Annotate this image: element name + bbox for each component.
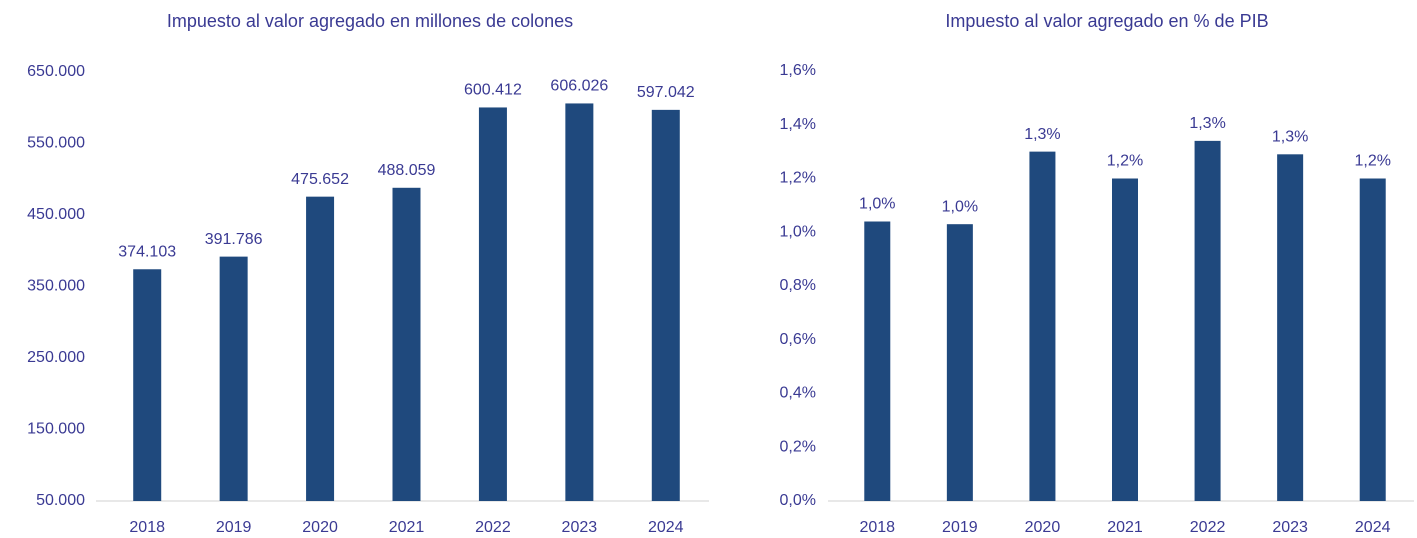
x-tick-label: 2020 <box>1025 519 1061 536</box>
y-tick-label: 1,0% <box>780 223 816 240</box>
value-label: 1,0% <box>859 196 895 213</box>
value-label: 1,2% <box>1354 153 1390 170</box>
x-tick-label: 2022 <box>475 519 511 536</box>
bar <box>565 103 594 501</box>
y-tick-label: 1,6% <box>780 62 816 79</box>
value-label: 1,3% <box>1024 126 1060 143</box>
y-tick-label: 1,2% <box>780 170 816 187</box>
value-label: 1,3% <box>1272 129 1308 146</box>
value-label: 1,3% <box>1189 115 1225 132</box>
x-tick-label: 2024 <box>648 519 684 536</box>
bar <box>651 109 680 502</box>
x-tick-label: 2023 <box>1272 519 1308 536</box>
bar <box>864 221 891 501</box>
y-tick-label: 450.000 <box>27 206 85 223</box>
value-label: 600.412 <box>464 82 522 99</box>
y-tick-label: 0,2% <box>780 438 816 455</box>
bar <box>392 187 421 501</box>
x-tick-label: 2024 <box>1355 519 1391 536</box>
value-label: 488.059 <box>378 162 436 179</box>
bar <box>1359 178 1386 501</box>
x-tick-label: 2019 <box>216 519 252 536</box>
y-tick-label: 650.000 <box>27 63 85 80</box>
bar <box>219 256 248 501</box>
y-tick-label: 1,4% <box>780 116 816 133</box>
bar <box>1029 151 1056 501</box>
x-tick-label: 2021 <box>389 519 425 536</box>
bar <box>133 269 162 501</box>
value-label: 597.042 <box>637 84 695 101</box>
bar <box>1194 140 1221 501</box>
x-tick-label: 2018 <box>859 519 895 536</box>
y-tick-label: 250.000 <box>27 349 85 366</box>
value-label: 1,0% <box>942 198 978 215</box>
x-tick-label: 2019 <box>942 519 978 536</box>
value-label: 374.103 <box>118 243 176 260</box>
value-label: 475.652 <box>291 171 349 188</box>
chart-title: Impuesto al valor agregado en % de PIB <box>945 11 1268 31</box>
y-tick-label: 0,0% <box>780 492 816 509</box>
bar <box>306 196 335 501</box>
y-tick-label: 350.000 <box>27 278 85 295</box>
x-tick-label: 2022 <box>1190 519 1226 536</box>
x-tick-label: 2018 <box>129 519 165 536</box>
value-label: 1,2% <box>1107 153 1143 170</box>
value-label: 391.786 <box>205 231 263 248</box>
bar <box>946 224 973 501</box>
y-tick-label: 50.000 <box>36 492 85 509</box>
x-tick-label: 2023 <box>562 519 598 536</box>
x-tick-label: 2020 <box>302 519 338 536</box>
bar <box>478 107 507 502</box>
y-tick-label: 550.000 <box>27 135 85 152</box>
y-tick-label: 0,8% <box>780 277 816 294</box>
y-tick-label: 0,6% <box>780 331 816 348</box>
value-label: 606.026 <box>550 78 608 95</box>
x-tick-label: 2021 <box>1107 519 1143 536</box>
bar <box>1112 178 1138 501</box>
y-tick-label: 150.000 <box>27 421 85 438</box>
y-tick-label: 0,4% <box>780 385 816 402</box>
bar <box>1277 154 1304 501</box>
chart-title: Impuesto al valor agregado en millones d… <box>167 11 573 31</box>
